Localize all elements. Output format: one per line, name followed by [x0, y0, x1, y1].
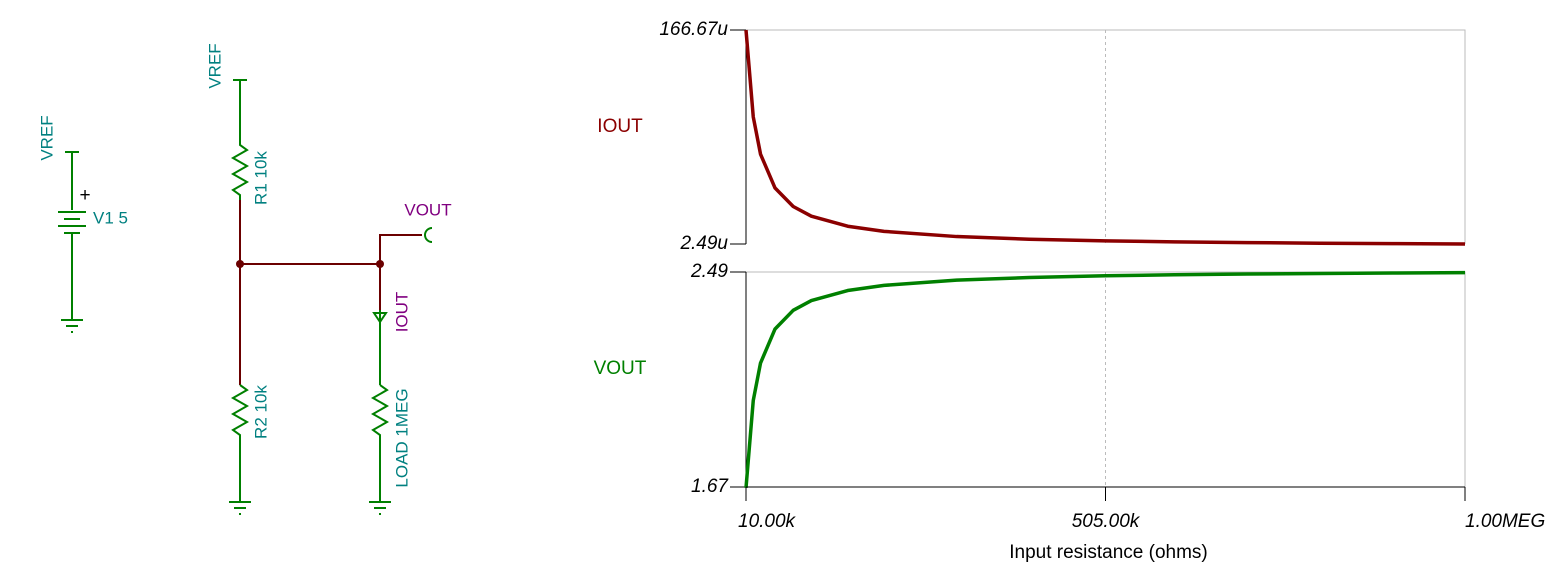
y-tick-label: 2.49u	[679, 233, 728, 254]
plot-frame	[746, 271, 1466, 487]
wire	[379, 234, 422, 264]
x-axis-label: Input resistance (ohms)	[1009, 542, 1208, 563]
y-tick-label: 166.67u	[659, 19, 728, 40]
line	[744, 29, 1466, 246]
x-tick-label: 10.00k	[738, 511, 797, 532]
x-tick-label: 505.00k	[1072, 511, 1141, 532]
load-label: LOAD 1MEG	[392, 388, 411, 487]
schematic: VREF + V1 5 VREF R1 10k R2 10k VOUT IOUT…	[37, 43, 452, 515]
y-tick-label: 2.49	[690, 261, 728, 282]
output-connector	[424, 227, 433, 243]
battery	[58, 151, 86, 333]
plot-frame	[746, 29, 1466, 244]
vref-label: VREF	[205, 43, 224, 88]
y-tick-label: 1.67	[691, 476, 729, 497]
wire	[239, 200, 380, 385]
plus-sign: +	[79, 185, 90, 206]
r2-label: R2 10k	[251, 385, 270, 439]
vout-label: VOUT	[404, 200, 451, 219]
node	[236, 260, 244, 268]
x-tick-label: 1.00MEG	[1465, 511, 1545, 532]
resistor-r1	[230, 79, 250, 200]
current-probe	[372, 310, 388, 385]
line	[744, 270, 1466, 489]
r1-label: R1 10k	[251, 151, 270, 205]
resistor-r2	[229, 384, 251, 515]
iout-label: IOUT	[392, 292, 411, 333]
vref-label: VREF	[37, 115, 56, 160]
y-axis-label: VOUT	[594, 358, 647, 379]
resistor-load	[369, 384, 391, 515]
source-name: V1 5	[93, 208, 128, 227]
y-axis-label: IOUT	[597, 116, 643, 137]
